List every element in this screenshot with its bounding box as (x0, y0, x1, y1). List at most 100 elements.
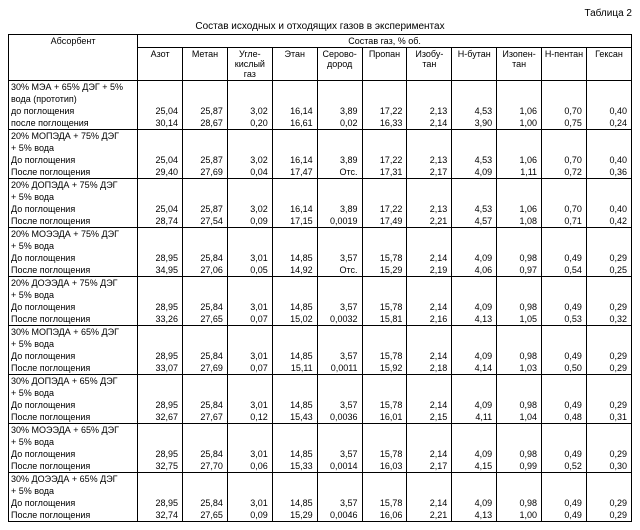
table-row: До поглощения28,9525,843,0114,853,5715,7… (9, 399, 632, 411)
empty-cell (227, 179, 272, 204)
value-cell: 0,98 (497, 252, 542, 264)
empty-cell (362, 179, 407, 204)
value-cell: 4,13 (452, 509, 497, 522)
value-cell: 28,74 (138, 215, 183, 228)
value-cell: 16,14 (272, 203, 317, 215)
value-cell: 16,14 (272, 154, 317, 166)
value-cell: 14,85 (272, 252, 317, 264)
state-after: После поглощения (9, 166, 138, 179)
value-cell: 1,06 (497, 105, 542, 117)
state-after: После поглощения (9, 264, 138, 277)
empty-cell (362, 375, 407, 400)
value-cell: 16,03 (362, 460, 407, 473)
empty-cell (407, 473, 452, 498)
empty-cell (317, 130, 362, 155)
value-cell: 0,12 (227, 411, 272, 424)
empty-cell (227, 375, 272, 400)
empty-cell (138, 81, 183, 106)
value-cell: 4,57 (452, 215, 497, 228)
value-cell: 0,49 (542, 301, 587, 313)
state-after: После поглощения (9, 411, 138, 424)
state-after: После поглощения (9, 362, 138, 375)
empty-cell (542, 277, 587, 302)
value-cell: 0,09 (227, 215, 272, 228)
value-cell: 4,53 (452, 154, 497, 166)
value-cell: 0,70 (542, 154, 587, 166)
value-cell: 17,31 (362, 166, 407, 179)
value-cell: 1,06 (497, 203, 542, 215)
empty-cell (407, 326, 452, 351)
value-cell: 15,29 (272, 509, 317, 522)
table-row: 30% ДОЭЭДА + 65% ДЭГ (9, 473, 632, 486)
value-cell: 17,47 (272, 166, 317, 179)
value-cell: 33,26 (138, 313, 183, 326)
value-cell: 0,29 (586, 350, 631, 362)
value-cell: 15,33 (272, 460, 317, 473)
value-cell: 0,0036 (317, 411, 362, 424)
value-cell: 3,02 (227, 154, 272, 166)
value-cell: 32,67 (138, 411, 183, 424)
empty-cell (407, 424, 452, 449)
value-cell: 25,87 (183, 154, 228, 166)
value-cell: 14,85 (272, 497, 317, 509)
empty-cell (138, 375, 183, 400)
state-before: До поглощения (9, 448, 138, 460)
empty-cell (497, 228, 542, 253)
value-cell: 0,29 (586, 252, 631, 264)
value-cell: 25,04 (138, 154, 183, 166)
value-cell: 3,57 (317, 301, 362, 313)
value-cell: 0,07 (227, 362, 272, 375)
col-3: Этан (272, 48, 317, 81)
table-row: 30% МОПЭДА + 65% ДЭГ (9, 326, 632, 339)
empty-cell (183, 277, 228, 302)
empty-cell (497, 130, 542, 155)
value-cell: 4,09 (452, 252, 497, 264)
value-cell: 0,71 (542, 215, 587, 228)
value-cell: 3,02 (227, 203, 272, 215)
value-cell: 28,95 (138, 497, 183, 509)
absorbent-name: вода (прототип) (9, 93, 138, 105)
value-cell: 0,40 (586, 105, 631, 117)
value-cell: 4,53 (452, 203, 497, 215)
empty-cell (183, 326, 228, 351)
value-cell: 4,09 (452, 448, 497, 460)
value-cell: 17,22 (362, 154, 407, 166)
value-cell: 27,69 (183, 166, 228, 179)
value-cell: 27,65 (183, 313, 228, 326)
empty-cell (542, 375, 587, 400)
value-cell: 0,72 (542, 166, 587, 179)
empty-cell (452, 326, 497, 351)
absorbent-name: 20% МОПЭДА + 75% ДЭГ (9, 130, 138, 143)
table-row: До поглощения28,9525,843,0114,853,5715,7… (9, 252, 632, 264)
table-row: 30% МОЭЭДА + 65% ДЭГ (9, 424, 632, 437)
empty-cell (272, 179, 317, 204)
value-cell: 28,95 (138, 399, 183, 411)
value-cell: 15,78 (362, 497, 407, 509)
table-caption: Состав исходных и отходящих газов в эксп… (8, 21, 632, 32)
value-cell: 0,09 (227, 509, 272, 522)
empty-cell (183, 473, 228, 498)
value-cell: Отс. (317, 166, 362, 179)
value-cell: 1,11 (497, 166, 542, 179)
value-cell: 0,49 (542, 399, 587, 411)
value-cell: 3,89 (317, 105, 362, 117)
value-cell: 0,53 (542, 313, 587, 326)
value-cell: 0,32 (586, 313, 631, 326)
value-cell: 25,84 (183, 448, 228, 460)
value-cell: 32,75 (138, 460, 183, 473)
table-row: 20% ДОЭЭДА + 75% ДЭГ (9, 277, 632, 290)
value-cell: 2,13 (407, 154, 452, 166)
absorbent-name: + 5% вода (9, 485, 138, 497)
empty-cell (227, 228, 272, 253)
value-cell: 2,13 (407, 105, 452, 117)
value-cell: 32,74 (138, 509, 183, 522)
value-cell: 0,29 (586, 301, 631, 313)
value-cell: 25,04 (138, 203, 183, 215)
value-cell: 0,40 (586, 154, 631, 166)
empty-cell (138, 179, 183, 204)
col-absorbent: Абсорбент (9, 35, 138, 81)
value-cell: 0,40 (586, 203, 631, 215)
value-cell: 3,02 (227, 105, 272, 117)
value-cell: 0,30 (586, 460, 631, 473)
value-cell: 0,48 (542, 411, 587, 424)
